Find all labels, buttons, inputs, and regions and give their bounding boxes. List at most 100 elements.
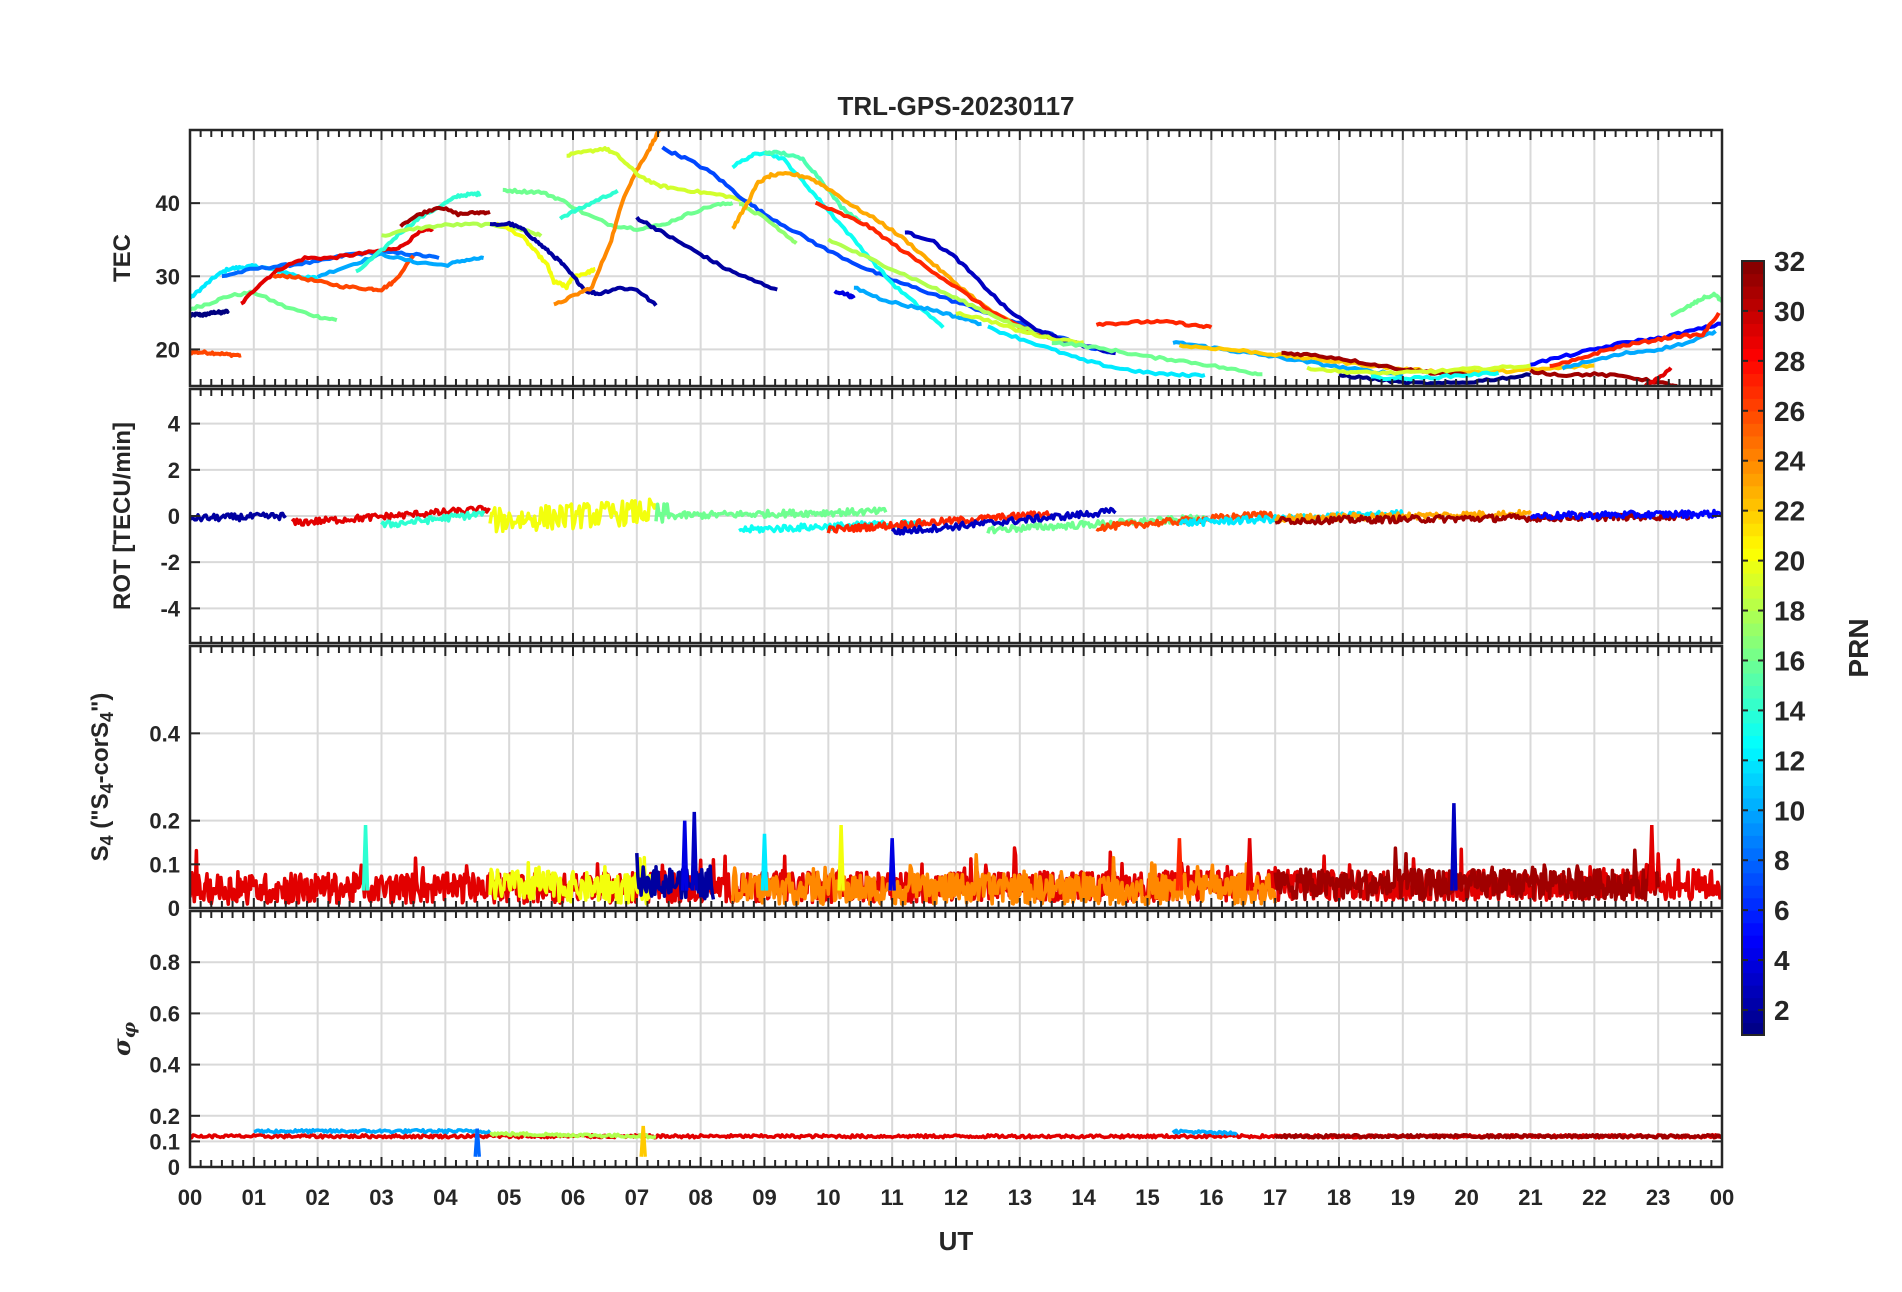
series-prn-16 xyxy=(502,187,734,232)
colorbar-segment xyxy=(1742,273,1764,287)
panel-tec: 20 30 40 TEC xyxy=(109,128,1724,388)
series-prn-19 xyxy=(955,311,1085,345)
y-tick-label: -2 xyxy=(160,550,180,575)
colorbar-segment xyxy=(1742,635,1764,649)
series-prn-16 xyxy=(654,502,888,524)
colorbar-segment xyxy=(1742,448,1764,462)
series-prn-20 xyxy=(488,497,658,534)
x-tick-label: 00 xyxy=(178,1185,202,1210)
series-prn-2 xyxy=(635,853,716,901)
x-tick-label: 00 xyxy=(1710,1185,1734,1210)
colorbar-segment xyxy=(1742,548,1764,562)
colorbar-tick-label: 8 xyxy=(1774,845,1790,876)
y-axis-label: S4 ("S4-corS4") xyxy=(87,693,117,862)
colorbar-segment xyxy=(1742,785,1764,799)
colorbar-segment xyxy=(1742,922,1764,936)
series-prn-17 xyxy=(738,201,798,245)
y-tick-label: 30 xyxy=(156,264,180,289)
colorbar-segment xyxy=(1742,860,1764,874)
x-tick-label: 23 xyxy=(1646,1185,1670,1210)
colorbar-segment xyxy=(1742,310,1764,325)
colorbar-segment xyxy=(1742,610,1764,624)
series-prn-24 xyxy=(730,852,1277,907)
colorbar-segment xyxy=(1742,598,1764,612)
y-axis-label: ROT [TECU/min] xyxy=(109,422,136,610)
panel-rot: -4 -2 0 2 4 ROT [TECU/min] xyxy=(109,387,1724,645)
series-prn-16 xyxy=(1051,340,1263,377)
y-tick-label: 0.4 xyxy=(149,1053,180,1078)
y-tick-label: 0 xyxy=(168,1155,180,1180)
series-prn-20 xyxy=(488,855,652,906)
peak-prn-20 xyxy=(837,824,845,891)
x-tick-label: 01 xyxy=(242,1185,266,1210)
colorbar-segment xyxy=(1742,835,1764,849)
colorbar-tick-label: 12 xyxy=(1774,745,1805,776)
series-prn-10 xyxy=(853,285,982,327)
colorbar-segment xyxy=(1742,573,1764,587)
x-tick-label: 18 xyxy=(1327,1185,1351,1210)
colorbar-tick-label: 22 xyxy=(1774,496,1805,527)
series-prn-15 xyxy=(763,149,862,224)
y-axis-label: TEC xyxy=(109,234,136,282)
x-tick-label: 11 xyxy=(881,1185,904,1210)
colorbar-segment xyxy=(1742,947,1764,961)
x-tick-label: 03 xyxy=(369,1185,393,1210)
colorbar-segment xyxy=(1742,323,1764,337)
peak-prn-4 xyxy=(680,820,689,891)
y-tick-label: 0.1 xyxy=(149,1129,180,1154)
series-prn-5 xyxy=(1529,508,1722,521)
series-prn-12 xyxy=(987,324,1206,379)
y-tick-label: 40 xyxy=(156,191,180,216)
series-prn-2 xyxy=(489,220,658,307)
colorbar-segment xyxy=(1742,410,1764,424)
colorbar-segment xyxy=(1742,360,1764,374)
series-prn-4 xyxy=(833,289,856,300)
series-prn-13 xyxy=(1370,370,1500,382)
colorbar-segment xyxy=(1742,423,1764,437)
colorbar-segment xyxy=(1742,335,1764,349)
colorbar-segment xyxy=(1742,473,1764,487)
colorbar-segment xyxy=(1742,697,1764,712)
colorbar-segment xyxy=(1742,760,1764,774)
series-prn-3 xyxy=(890,506,1117,536)
colorbar-tick-label: 26 xyxy=(1774,396,1805,427)
panel-s4: 0 0.1 0.2 0.4 S4 ("S4-corS4") xyxy=(87,644,1724,921)
series-prn-10 xyxy=(1561,329,1717,371)
colorbar-segment xyxy=(1742,847,1764,861)
series-prn-10 xyxy=(1171,1128,1239,1137)
colorbar-tick-label: 24 xyxy=(1774,446,1806,477)
series-prn-18 xyxy=(827,237,1053,337)
series-group xyxy=(190,497,1722,536)
x-tick-label: 20 xyxy=(1454,1185,1478,1210)
series-prn-24 xyxy=(553,130,661,307)
series-group xyxy=(190,130,1722,386)
colorbar-segment xyxy=(1742,997,1764,1011)
peak-prn-27 xyxy=(1175,838,1184,891)
y-tick-label: 0.8 xyxy=(149,950,180,975)
colorbar-segment xyxy=(1742,523,1764,537)
x-tick-label: 07 xyxy=(625,1185,649,1210)
colorbar-segment xyxy=(1742,348,1764,362)
x-tick-label: 15 xyxy=(1135,1185,1159,1210)
colorbar-segment xyxy=(1742,722,1764,736)
colorbar-segment xyxy=(1742,498,1764,512)
colorbar-tick-label: 14 xyxy=(1774,695,1806,726)
colorbar-tick-label: 20 xyxy=(1774,546,1805,577)
x-tick-label: 22 xyxy=(1582,1185,1606,1210)
peak-prn-12 xyxy=(760,833,769,891)
axes-frame xyxy=(188,909,1724,1169)
colorbar-segment xyxy=(1742,648,1764,662)
axes-frame xyxy=(188,387,1724,645)
peak-prn-29 xyxy=(1245,838,1254,891)
x-tick-label: 19 xyxy=(1391,1185,1415,1210)
colorbar-segment xyxy=(1742,560,1764,574)
y-tick-label: 0.1 xyxy=(149,852,180,877)
x-tick-label: 12 xyxy=(944,1185,968,1210)
series-prn-27 xyxy=(826,510,1053,534)
axes-frame xyxy=(188,644,1724,910)
colorbar-segment xyxy=(1742,672,1764,687)
peak-prn-3 xyxy=(1450,803,1458,891)
colorbar-segment xyxy=(1742,660,1764,674)
